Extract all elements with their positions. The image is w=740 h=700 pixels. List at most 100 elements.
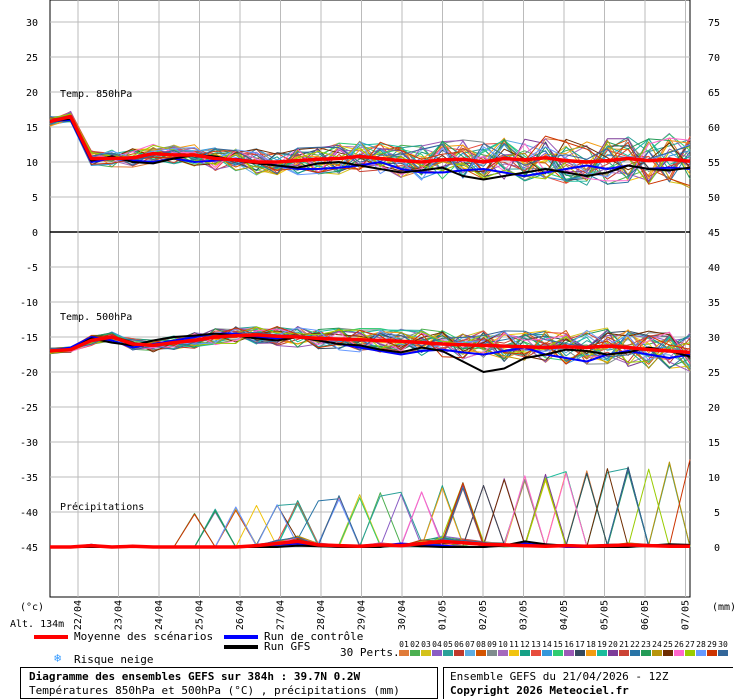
gfs-swatch xyxy=(224,645,258,649)
member-swatch xyxy=(630,650,640,656)
right-tick-label: 40 xyxy=(708,263,720,274)
member-swatch xyxy=(674,650,684,656)
date-tick-label: 30/04 xyxy=(397,600,408,630)
left-tick-label: -20 xyxy=(20,368,38,379)
member-t850-line xyxy=(49,114,691,182)
date-tick-label: 02/05 xyxy=(478,600,489,630)
member-number: 12 xyxy=(520,640,530,649)
member-swatch xyxy=(608,650,618,656)
member-swatch xyxy=(399,650,409,656)
footer-copyright: Copyright 2026 Meteociel.fr xyxy=(450,684,629,697)
right-tick-label: 30 xyxy=(708,333,720,344)
date-tick-label: 05/05 xyxy=(600,600,611,630)
right-tick-label: 65 xyxy=(708,88,720,99)
member-number: 28 xyxy=(696,640,706,649)
member-number: 20 xyxy=(608,640,618,649)
footer-run-box: Ensemble GEFS du 21/04/2026 - 12Z Copyri… xyxy=(443,667,733,699)
member-swatch xyxy=(619,650,629,656)
member-number: 29 xyxy=(707,640,717,649)
mean-t850-line xyxy=(49,114,691,164)
member-number: 02 xyxy=(410,640,420,649)
left-tick-label: 20 xyxy=(26,88,38,99)
legend-snow-label: Risque neige xyxy=(74,653,154,666)
right-tick-label: 10 xyxy=(708,473,720,484)
member-swatch xyxy=(718,650,728,656)
member-number: 01 xyxy=(399,640,409,649)
member-swatch xyxy=(531,650,541,656)
mean-swatch xyxy=(34,635,68,639)
member-swatch xyxy=(564,650,574,656)
member-number: 26 xyxy=(674,640,684,649)
left-tick-label: 0 xyxy=(32,228,38,239)
member-swatch xyxy=(476,650,486,656)
left-tick-label: 10 xyxy=(26,158,38,169)
member-number: 16 xyxy=(564,640,574,649)
member-swatch xyxy=(663,650,673,656)
member-swatch xyxy=(432,650,442,656)
right-tick-label: 5 xyxy=(714,508,720,519)
right-tick-label: 35 xyxy=(708,298,720,309)
member-number: 17 xyxy=(575,640,585,649)
right-tick-label: 15 xyxy=(708,438,720,449)
member-number: 03 xyxy=(421,640,431,649)
member-number: 21 xyxy=(619,640,629,649)
left-tick-label: -35 xyxy=(20,473,38,484)
member-number: 07 xyxy=(465,640,475,649)
left-unit-label: (°c) xyxy=(20,602,44,613)
member-swatch xyxy=(553,650,563,656)
member-number: 15 xyxy=(553,640,563,649)
control-swatch xyxy=(224,635,258,639)
left-tick-label: -45 xyxy=(20,543,38,554)
member-number: 30 xyxy=(718,640,728,649)
date-tick-label: 23/04 xyxy=(114,600,125,630)
left-tick-label: 25 xyxy=(26,53,38,64)
member-number: 08 xyxy=(476,640,486,649)
member-number: 23 xyxy=(641,640,651,649)
gfs-t850-line xyxy=(49,117,691,181)
member-number: 18 xyxy=(586,640,596,649)
left-tick-label: -5 xyxy=(26,263,38,274)
legend-mean-label: Moyenne des scénarios xyxy=(74,630,214,643)
member-swatch xyxy=(586,650,596,656)
plot-frame xyxy=(49,0,691,598)
right-tick-label: 25 xyxy=(708,368,720,379)
left-tick-label: 30 xyxy=(26,18,38,29)
control-t850-line xyxy=(49,119,691,177)
member-swatch xyxy=(685,650,695,656)
member-number: 10 xyxy=(498,640,508,649)
altitude-label: Alt. 134m xyxy=(10,619,64,630)
right-tick-label: 0 xyxy=(714,543,720,554)
left-tick-label: -15 xyxy=(20,333,38,344)
member-swatch xyxy=(487,650,497,656)
member-t850-line xyxy=(49,113,691,189)
left-tick-label: -25 xyxy=(20,403,38,414)
member-number: 24 xyxy=(652,640,662,649)
panel-label: Précipitations xyxy=(60,501,144,513)
member-swatch xyxy=(465,650,475,656)
date-tick-label: 22/04 xyxy=(73,600,84,630)
date-tick-label: 29/04 xyxy=(357,600,368,630)
date-tick-label: 26/04 xyxy=(235,600,246,630)
right-tick-label: 20 xyxy=(708,403,720,414)
date-tick-label: 27/04 xyxy=(276,600,287,630)
date-tick-label: 06/05 xyxy=(640,600,651,630)
member-swatch xyxy=(652,650,662,656)
right-tick-label: 55 xyxy=(708,158,720,169)
mean-t500-line xyxy=(49,333,691,355)
member-number: 09 xyxy=(487,640,497,649)
panel-label: Temp. 500hPa xyxy=(60,312,132,323)
footer-subtitle: Températures 850hPa et 500hPa (°C) , pré… xyxy=(29,684,400,697)
date-tick-label: 04/05 xyxy=(559,600,570,630)
member-number: 11 xyxy=(509,640,519,649)
left-tick-label: 15 xyxy=(26,123,38,134)
member-swatch xyxy=(707,650,717,656)
member-swatch xyxy=(454,650,464,656)
member-number: 05 xyxy=(443,640,453,649)
date-tick-label: 25/04 xyxy=(195,600,206,630)
right-tick-label: 70 xyxy=(708,53,720,64)
member-swatch xyxy=(696,650,706,656)
date-tick-label: 07/05 xyxy=(681,600,692,630)
member-swatch xyxy=(542,650,552,656)
right-tick-label: 50 xyxy=(708,193,720,204)
